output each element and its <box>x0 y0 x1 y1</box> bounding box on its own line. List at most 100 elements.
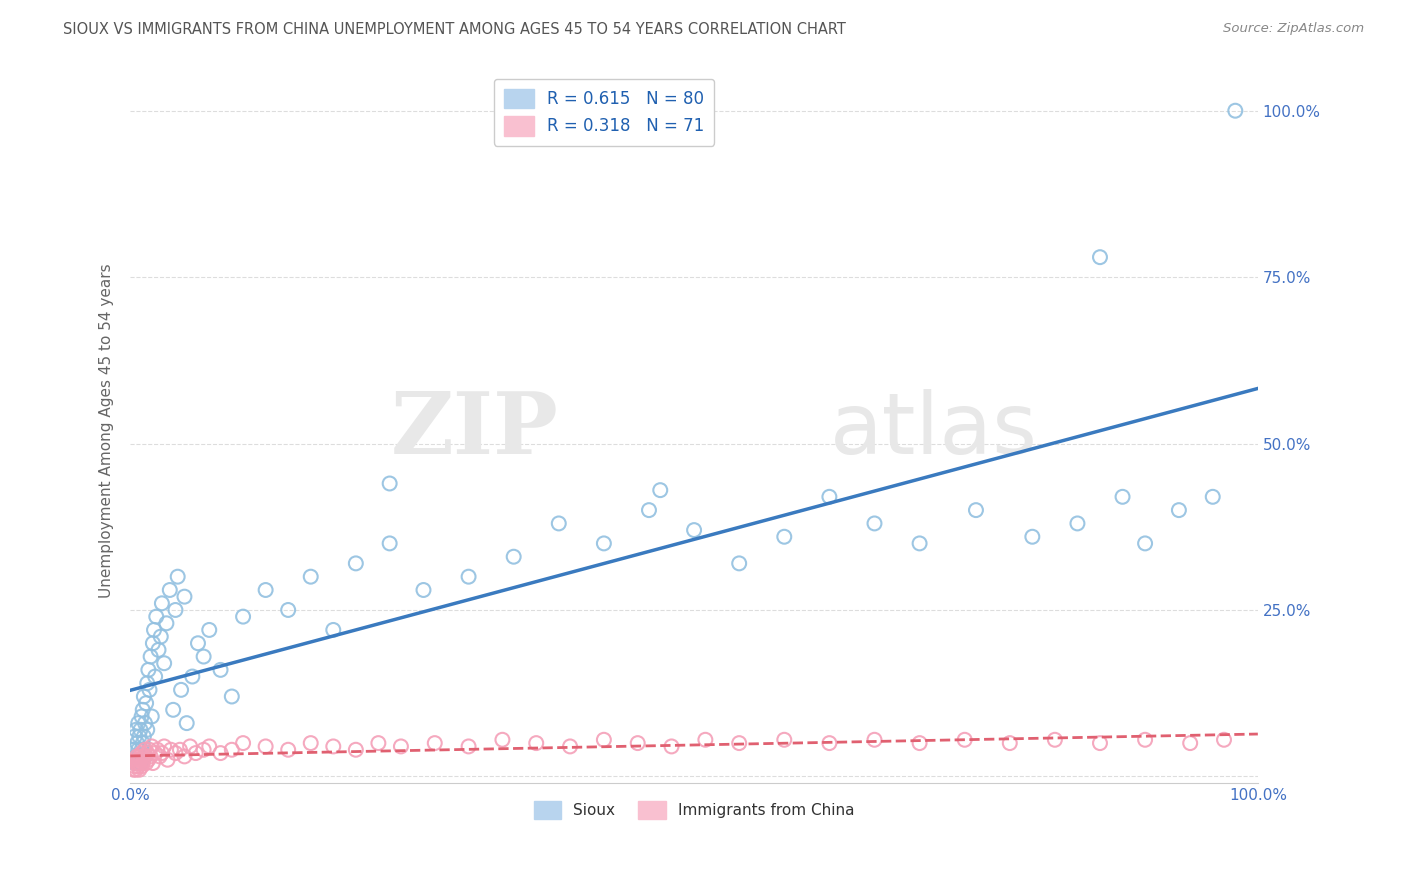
Point <box>124 756 146 770</box>
Legend: Sioux, Immigrants from China: Sioux, Immigrants from China <box>527 795 860 825</box>
Point <box>129 753 152 767</box>
Point <box>547 516 569 531</box>
Point <box>149 630 172 644</box>
Point <box>173 590 195 604</box>
Point <box>322 623 344 637</box>
Point <box>132 749 155 764</box>
Point <box>593 536 616 550</box>
Point <box>1167 503 1189 517</box>
Point <box>134 743 156 757</box>
Point <box>165 746 187 760</box>
Point <box>134 749 156 764</box>
Point <box>998 736 1021 750</box>
Point <box>1088 736 1111 750</box>
Point <box>221 743 243 757</box>
Point <box>299 736 322 750</box>
Point <box>367 736 389 750</box>
Point <box>198 623 221 637</box>
Point <box>150 746 173 760</box>
Point <box>148 643 170 657</box>
Point <box>193 743 215 757</box>
Point <box>221 690 243 704</box>
Point <box>125 723 148 737</box>
Point <box>1202 490 1225 504</box>
Point <box>124 756 146 770</box>
Point <box>127 756 149 770</box>
Point <box>378 536 401 550</box>
Point <box>156 753 179 767</box>
Point <box>457 570 479 584</box>
Point <box>127 753 149 767</box>
Point <box>863 516 886 531</box>
Point <box>141 709 163 723</box>
Point <box>423 736 446 750</box>
Point <box>135 696 157 710</box>
Point <box>491 732 513 747</box>
Point <box>155 616 177 631</box>
Point <box>181 669 204 683</box>
Point <box>661 739 683 754</box>
Point <box>132 690 155 704</box>
Point <box>125 749 148 764</box>
Point <box>132 736 155 750</box>
Text: Source: ZipAtlas.com: Source: ZipAtlas.com <box>1223 22 1364 36</box>
Text: ZIP: ZIP <box>391 388 558 472</box>
Point <box>818 490 841 504</box>
Point <box>198 739 221 754</box>
Point <box>129 756 152 770</box>
Point <box>277 603 299 617</box>
Point <box>1021 530 1043 544</box>
Point <box>129 723 152 737</box>
Point <box>132 753 155 767</box>
Point <box>141 739 163 754</box>
Point <box>128 763 150 777</box>
Point <box>773 530 796 544</box>
Point <box>593 732 616 747</box>
Point <box>136 746 159 760</box>
Point <box>153 739 176 754</box>
Point <box>138 663 160 677</box>
Point <box>125 763 148 777</box>
Point <box>502 549 524 564</box>
Point <box>378 476 401 491</box>
Point <box>277 743 299 757</box>
Point <box>322 739 344 754</box>
Point <box>128 749 150 764</box>
Point <box>138 743 160 757</box>
Point <box>165 603 187 617</box>
Point <box>139 649 162 664</box>
Point <box>149 749 172 764</box>
Point <box>136 723 159 737</box>
Point <box>142 756 165 770</box>
Point <box>143 746 166 760</box>
Point <box>1213 732 1236 747</box>
Point <box>773 732 796 747</box>
Point <box>127 716 149 731</box>
Y-axis label: Unemployment Among Ages 45 to 54 years: Unemployment Among Ages 45 to 54 years <box>100 263 114 598</box>
Point <box>135 756 157 770</box>
Point <box>142 636 165 650</box>
Point <box>184 746 207 760</box>
Point <box>143 669 166 683</box>
Point <box>728 736 751 750</box>
Point <box>1133 732 1156 747</box>
Point <box>136 676 159 690</box>
Point <box>953 732 976 747</box>
Point <box>728 557 751 571</box>
Text: SIOUX VS IMMIGRANTS FROM CHINA UNEMPLOYMENT AMONG AGES 45 TO 54 YEARS CORRELATIO: SIOUX VS IMMIGRANTS FROM CHINA UNEMPLOYM… <box>63 22 846 37</box>
Point <box>818 736 841 750</box>
Point <box>124 730 146 744</box>
Point <box>524 736 547 750</box>
Point <box>1066 516 1088 531</box>
Point <box>908 736 931 750</box>
Point <box>209 746 232 760</box>
Point <box>166 570 188 584</box>
Point <box>187 636 209 650</box>
Point <box>159 582 181 597</box>
Point <box>1043 732 1066 747</box>
Point <box>1133 536 1156 550</box>
Point <box>145 609 167 624</box>
Point <box>124 759 146 773</box>
Point <box>127 749 149 764</box>
Point <box>344 557 367 571</box>
